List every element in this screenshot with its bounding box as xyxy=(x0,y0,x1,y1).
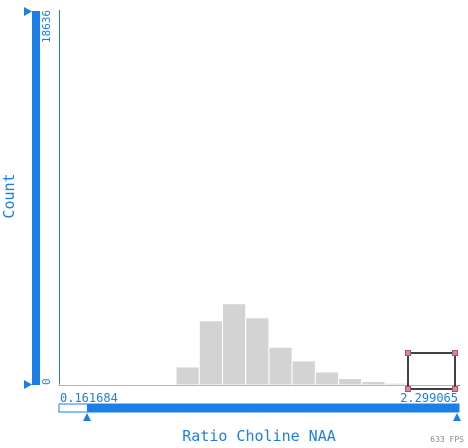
histogram-bar xyxy=(198,320,223,386)
fps-counter: 633 FPS xyxy=(430,435,464,444)
histogram-bar xyxy=(152,383,177,386)
selection-rect[interactable] xyxy=(407,352,456,390)
selection-handle-top-right[interactable] xyxy=(452,350,458,356)
x-min-label: 0.161684 xyxy=(60,391,118,405)
y-slider-bottom-handle[interactable] xyxy=(24,380,32,389)
histogram-bar xyxy=(314,371,340,386)
histogram-bar xyxy=(407,383,432,386)
histogram-bar xyxy=(82,383,107,386)
selection-box[interactable] xyxy=(405,350,458,392)
x-max-label: 2.299065 xyxy=(400,391,458,405)
histogram-bar xyxy=(175,366,200,386)
histogram-bar xyxy=(268,346,293,386)
histogram-bar xyxy=(129,383,154,386)
x-range-slider[interactable] xyxy=(87,404,459,412)
selection-handle-top-left[interactable] xyxy=(405,350,411,356)
histogram-bar xyxy=(222,303,247,386)
histogram-bar xyxy=(384,382,409,386)
histogram-bar xyxy=(245,317,270,386)
histogram-bar xyxy=(291,360,316,386)
y-slider-top-handle[interactable] xyxy=(24,7,32,16)
histogram-bar xyxy=(430,383,459,386)
histogram-bar xyxy=(59,383,84,386)
x-slider-left-handle[interactable] xyxy=(83,413,91,421)
y-max-label: 18636 xyxy=(40,10,53,43)
x-axis-title: Ratio Choline NAA xyxy=(182,427,336,444)
histogram-bar xyxy=(361,380,386,386)
y-min-label: 0 xyxy=(40,378,53,385)
y-range-slider[interactable] xyxy=(32,11,40,385)
histogram-bar xyxy=(338,378,363,386)
histogram-bars xyxy=(59,303,459,386)
histogram-bar xyxy=(105,383,131,386)
y-axis-title: Count xyxy=(0,173,18,218)
selection-handle-bottom-right[interactable] xyxy=(452,386,458,392)
selection-handle-bottom-left[interactable] xyxy=(405,386,411,392)
x-slider-right-handle[interactable] xyxy=(453,413,461,421)
